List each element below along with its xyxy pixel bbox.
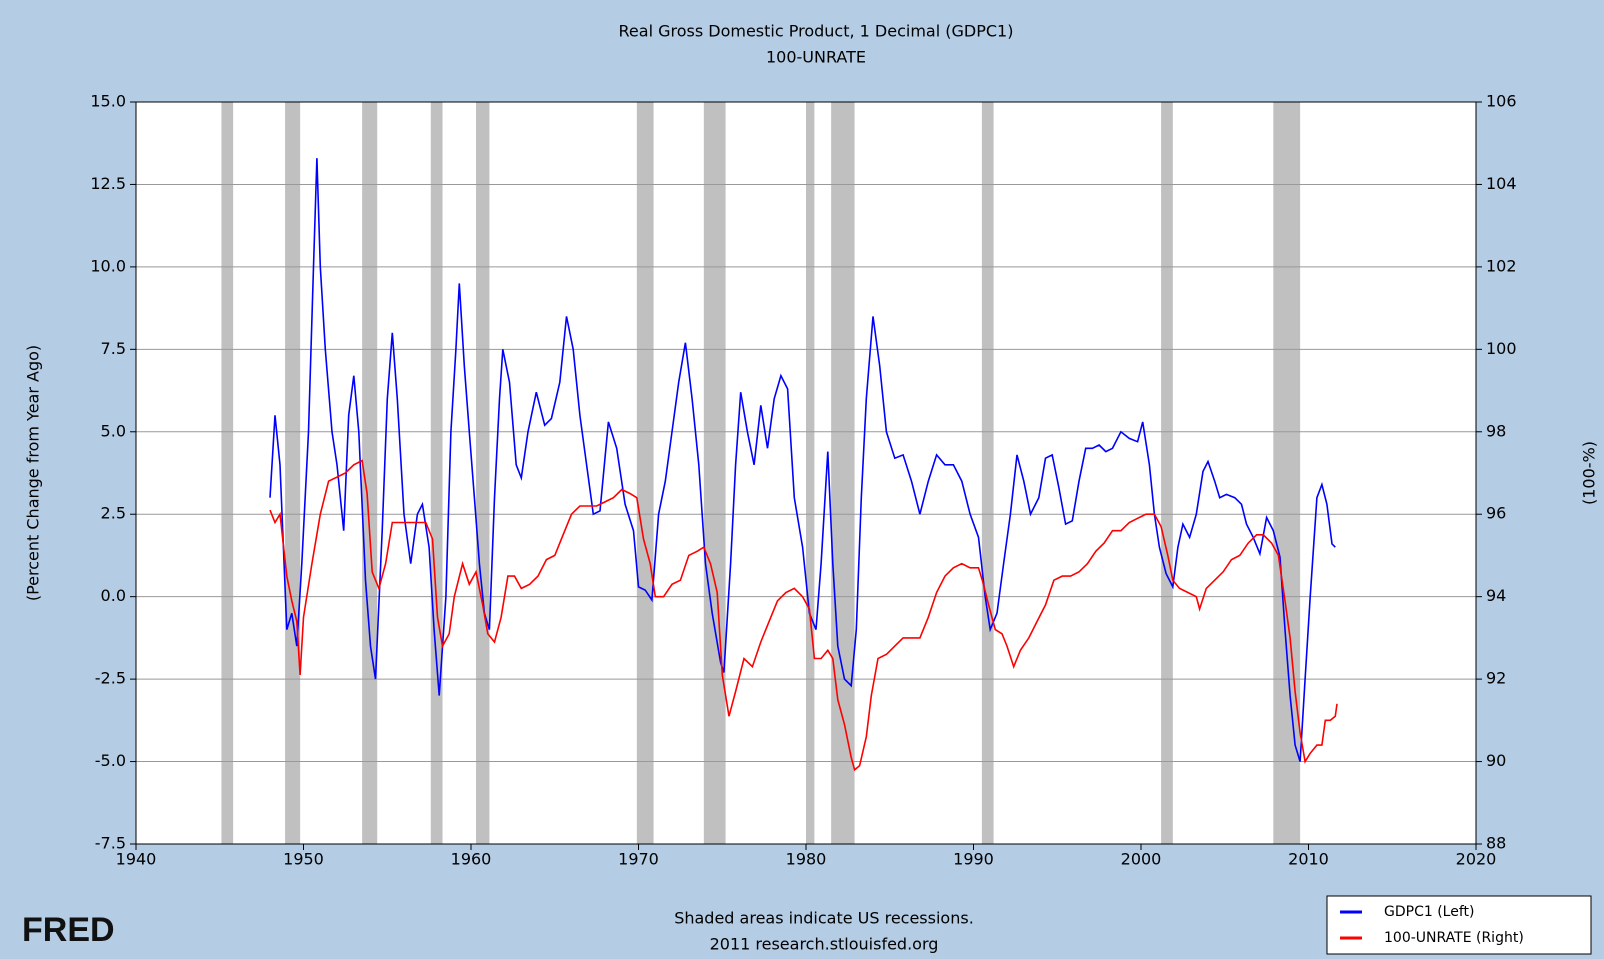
y2-tick-label: 102	[1486, 256, 1517, 275]
x-tick-label: 2000	[1121, 850, 1162, 869]
y2-tick-label: 88	[1486, 834, 1506, 853]
y2-tick-label: 92	[1486, 669, 1506, 688]
legend-label: 100-UNRATE (Right)	[1384, 930, 1524, 946]
recession-band	[831, 102, 855, 844]
y2-tick-label: 100	[1486, 339, 1517, 358]
legend-label: GDPC1 (Left)	[1384, 904, 1474, 920]
y-tick-label: 12.5	[90, 174, 126, 193]
y-tick-label: 7.5	[101, 339, 126, 358]
y-tick-label: -2.5	[95, 669, 126, 688]
y2-tick-label: 106	[1486, 92, 1517, 111]
y-tick-label: 2.5	[101, 504, 126, 523]
x-tick-label: 1970	[618, 850, 659, 869]
x-tick-label: 1990	[953, 850, 994, 869]
recession-band	[430, 102, 443, 844]
y2-axis-label: (100-%)	[1580, 441, 1599, 505]
recession-band	[806, 102, 815, 844]
source: 2011 research.stlouisfed.org	[710, 935, 939, 954]
x-tick-label: 1980	[786, 850, 827, 869]
data-line	[269, 459, 1338, 772]
recession-band	[362, 102, 378, 844]
y2-tick-label: 98	[1486, 421, 1506, 440]
recession-band	[1161, 102, 1173, 844]
legend-box	[1326, 895, 1592, 955]
y-tick-label: -5.0	[95, 751, 126, 770]
y2-tick-label: 94	[1486, 586, 1506, 605]
recession-band	[221, 102, 234, 844]
chart-title: Real Gross Domestic Product, 1 Decimal (…	[619, 22, 1014, 41]
y-tick-label: 10.0	[90, 256, 126, 275]
x-tick-label: 1950	[283, 850, 324, 869]
y-tick-label: -7.5	[95, 834, 126, 853]
y2-tick-label: 96	[1486, 504, 1506, 523]
x-tick-label: 1940	[116, 850, 157, 869]
logo: FRED	[22, 911, 115, 949]
y-tick-label: 15.0	[90, 92, 126, 111]
footnote: Shaded areas indicate US recessions.	[674, 909, 974, 928]
recession-band	[636, 102, 654, 844]
y2-tick-label: 90	[1486, 751, 1506, 770]
x-tick-label: 1960	[451, 850, 492, 869]
x-tick-label: 2010	[1288, 850, 1329, 869]
y2-tick-label: 104	[1486, 174, 1517, 193]
recession-band	[981, 102, 994, 844]
x-tick-label: 2020	[1456, 850, 1497, 869]
recession-band	[1273, 102, 1301, 844]
y-axis-label: (Percent Change from Year Ago)	[24, 345, 43, 601]
data-line	[269, 158, 1336, 762]
recession-band	[703, 102, 726, 844]
recession-band	[476, 102, 490, 844]
recession-band	[285, 102, 301, 844]
plot-frame	[135, 101, 1477, 845]
chart-subtitle: 100-UNRATE	[766, 48, 866, 67]
y-tick-label: 0.0	[101, 586, 126, 605]
y-tick-label: 5.0	[101, 421, 126, 440]
